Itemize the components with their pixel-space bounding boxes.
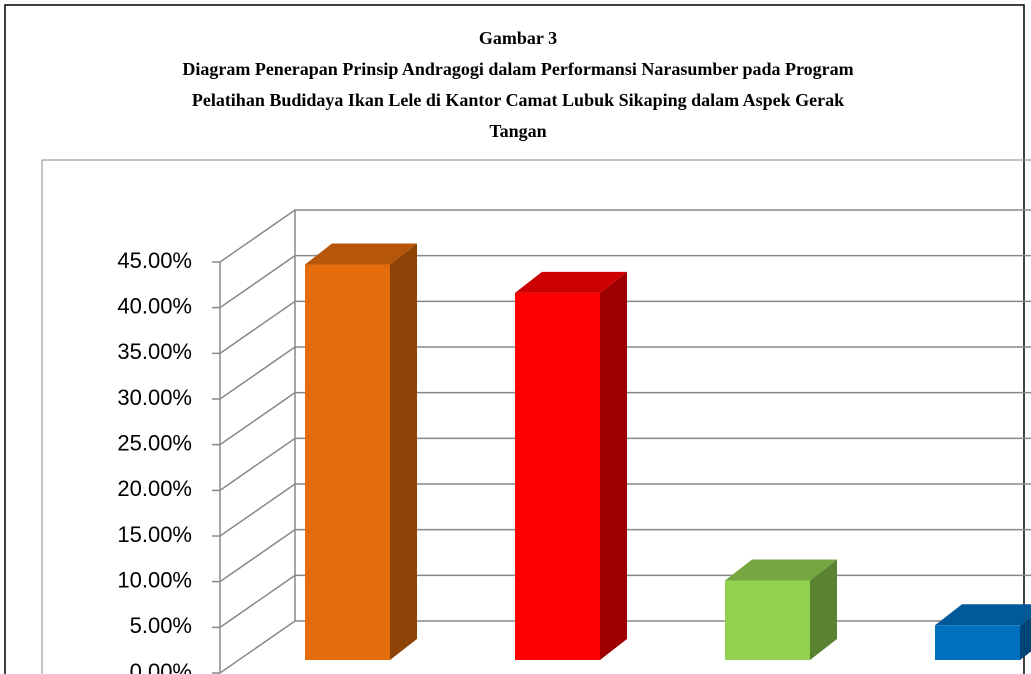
grid-line xyxy=(212,254,1031,309)
y-tick-label: 5.00% xyxy=(130,613,192,638)
bar-side xyxy=(600,271,627,660)
grid-line xyxy=(212,574,1031,629)
bar xyxy=(725,580,810,660)
chart-subtitle: Tangan xyxy=(489,121,546,141)
grid-line xyxy=(212,528,1031,583)
grid-line xyxy=(212,209,1031,263)
y-tick-label: 10.00% xyxy=(117,567,192,592)
bar xyxy=(515,292,600,660)
bar-side xyxy=(810,559,837,660)
plot-frame xyxy=(41,159,1031,674)
bar xyxy=(935,625,1020,660)
grid-line xyxy=(212,483,1031,537)
grid-line xyxy=(212,300,1031,355)
y-tick-label: 20.00% xyxy=(117,476,192,501)
bar-top xyxy=(515,271,627,293)
bar-top xyxy=(935,604,1031,626)
chart-subtitle: Diagram Penerapan Prinsip Andragogi dala… xyxy=(182,59,853,79)
bar-side xyxy=(390,243,417,660)
y-tick-label: 30.00% xyxy=(117,385,192,410)
chart-subtitle: Pelatihan Budidaya Ikan Lele di Kantor C… xyxy=(192,90,844,110)
bar-side xyxy=(1020,616,1031,660)
y-tick-label: 35.00% xyxy=(117,339,192,364)
bar xyxy=(305,264,390,660)
y-tick-label: 25.00% xyxy=(117,430,192,455)
bar-top xyxy=(725,559,837,581)
y-tick-label: 45.00% xyxy=(117,248,192,273)
y-tick-label: 15.00% xyxy=(117,522,192,547)
bar-top xyxy=(305,243,417,265)
grid-line xyxy=(212,437,1031,492)
chart-title: Gambar 3 xyxy=(479,28,557,48)
grid-line xyxy=(212,391,1031,446)
y-tick-label: 0.00% xyxy=(130,659,192,674)
y-tick-label: 40.00% xyxy=(117,293,192,318)
grid-line xyxy=(212,346,1031,400)
grid-line xyxy=(212,620,1031,674)
frame xyxy=(4,4,1025,674)
